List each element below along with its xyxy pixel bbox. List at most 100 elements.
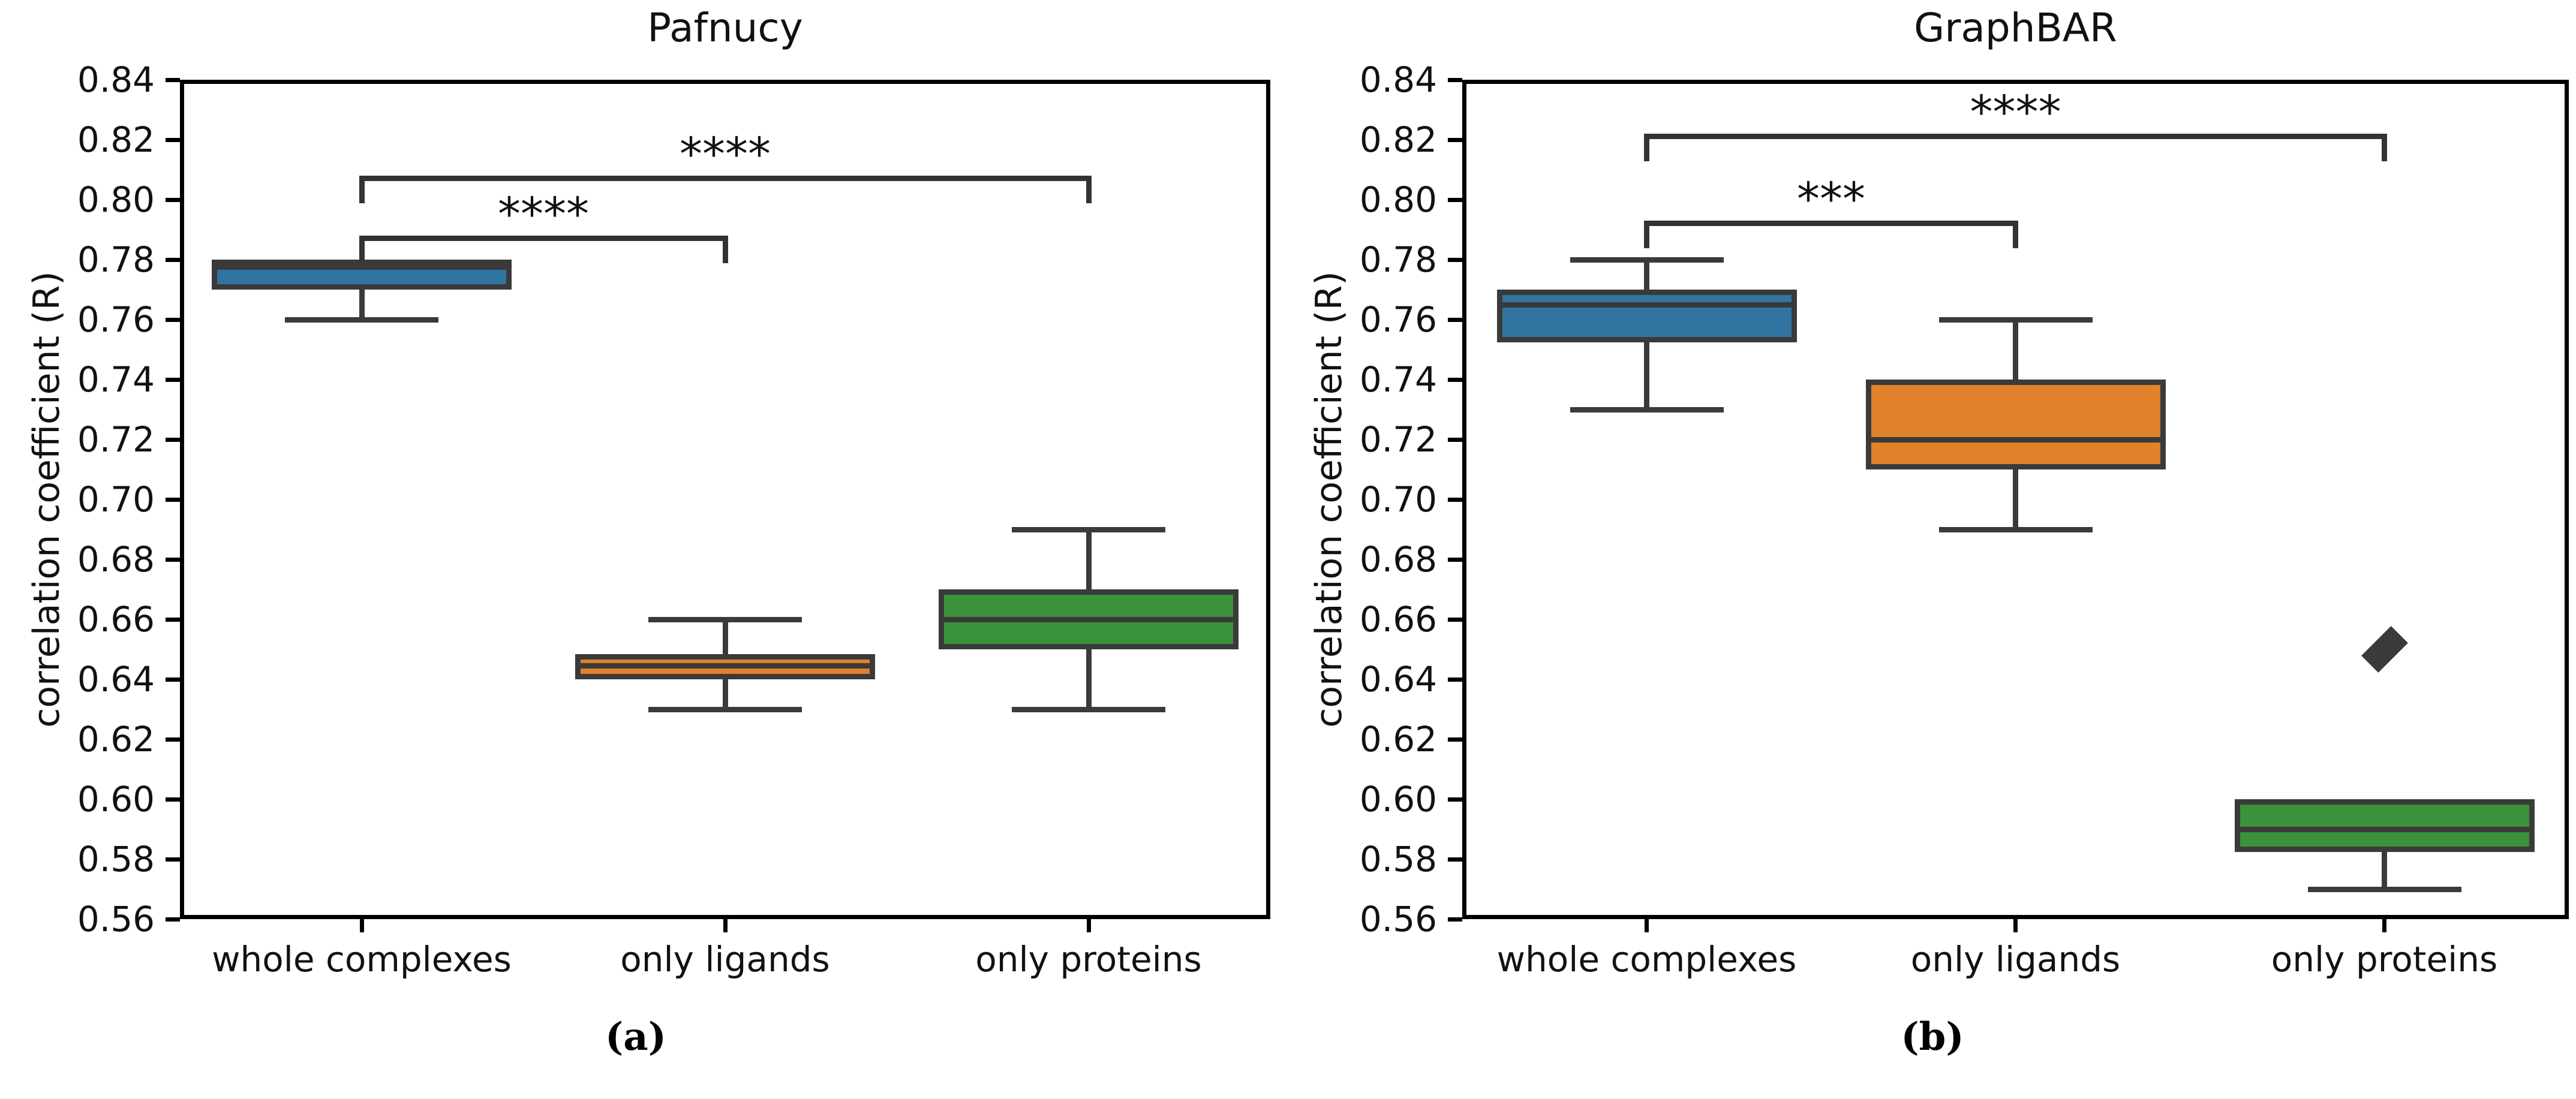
- y-tick-mark: [1448, 917, 1462, 922]
- significance-bracket-tick: [1086, 176, 1092, 203]
- significance-bracket-tick: [1644, 221, 1649, 248]
- x-tick-mark: [1645, 919, 1649, 932]
- median-line: [944, 616, 1233, 622]
- y-tick-label: 0.70: [77, 479, 155, 520]
- y-tick-mark: [166, 557, 180, 562]
- whisker-line-high: [722, 619, 728, 654]
- x-tick-mark: [723, 919, 728, 932]
- significance-bracket-tick: [1644, 134, 1649, 161]
- y-tick-label: 0.76: [77, 299, 155, 340]
- significance-label: ****: [1970, 85, 2061, 138]
- y-tick-mark: [166, 377, 180, 382]
- x-tick-label: only proteins: [975, 939, 1202, 980]
- whisker-line-low: [2013, 469, 2018, 529]
- whisker-line-low: [1644, 342, 1649, 410]
- significance-bracket-tick: [359, 176, 365, 203]
- y-tick-label: 0.68: [77, 539, 155, 580]
- significance-label: ****: [498, 187, 589, 240]
- y-tick-mark: [166, 737, 180, 742]
- y-tick-label: 0.82: [77, 119, 155, 160]
- whisker-line-high: [1086, 529, 1092, 589]
- whisker-line-low: [722, 679, 728, 709]
- y-tick-mark: [1448, 317, 1462, 322]
- whisker-cap-high: [1938, 317, 2093, 323]
- y-tick-mark: [166, 677, 180, 682]
- y-tick-mark: [1448, 857, 1462, 862]
- panel-caption: (a): [605, 1014, 667, 1059]
- y-tick-mark: [1448, 797, 1462, 802]
- whisker-cap-high: [648, 616, 802, 622]
- panel-caption: (b): [1901, 1014, 1964, 1059]
- y-tick-label: 0.66: [77, 599, 155, 640]
- x-tick-mark: [1086, 919, 1091, 932]
- box-whole-complexes: [1496, 290, 1797, 342]
- y-tick-label: 0.72: [1359, 419, 1437, 460]
- median-line: [1502, 302, 1792, 308]
- y-tick-mark: [1448, 137, 1462, 142]
- y-tick-mark: [166, 437, 180, 442]
- y-tick-mark: [166, 77, 180, 82]
- plot-title: Pafnucy: [647, 5, 803, 51]
- y-tick-label: 0.64: [77, 659, 155, 700]
- significance-bracket-tick: [359, 236, 365, 263]
- significance-bracket-tick: [722, 236, 728, 263]
- whisker-cap-low: [1012, 706, 1165, 712]
- y-tick-label: 0.82: [1359, 119, 1437, 160]
- significance-bracket-line: [359, 236, 728, 241]
- box-only-ligands: [1865, 380, 2166, 469]
- y-tick-label: 0.84: [77, 59, 155, 100]
- y-tick-label: 0.58: [1359, 839, 1437, 880]
- y-tick-label: 0.62: [1359, 719, 1437, 760]
- whisker-cap-low: [1938, 526, 2093, 532]
- y-tick-label: 0.68: [1359, 539, 1437, 580]
- y-tick-mark: [166, 137, 180, 142]
- y-tick-label: 0.60: [1359, 779, 1437, 820]
- significance-label: ***: [1797, 172, 1865, 225]
- y-tick-mark: [1448, 617, 1462, 622]
- x-tick-label: only ligands: [620, 939, 830, 980]
- y-tick-mark: [166, 317, 180, 322]
- y-tick-label: 0.56: [77, 899, 155, 940]
- y-tick-mark: [166, 617, 180, 622]
- y-tick-mark: [166, 197, 180, 202]
- y-tick-mark: [1448, 197, 1462, 202]
- x-tick-mark: [359, 919, 364, 932]
- median-line: [2240, 826, 2529, 832]
- y-tick-label: 0.76: [1359, 299, 1437, 340]
- y-tick-label: 0.60: [77, 779, 155, 820]
- y-tick-label: 0.74: [77, 359, 155, 400]
- y-tick-label: 0.84: [1359, 59, 1437, 100]
- y-tick-label: 0.72: [77, 419, 155, 460]
- whisker-cap-low: [1570, 407, 1724, 412]
- significance-bracket-line: [359, 176, 1092, 181]
- y-tick-label: 0.62: [77, 719, 155, 760]
- y-tick-mark: [166, 497, 180, 502]
- y-tick-mark: [1448, 557, 1462, 562]
- significance-label: ****: [680, 127, 771, 180]
- y-tick-mark: [1448, 77, 1462, 82]
- x-tick-label: only ligands: [1910, 939, 2121, 980]
- whisker-line-low: [359, 290, 365, 320]
- box-only-proteins: [2234, 799, 2535, 852]
- plot-title: GraphBAR: [1914, 5, 2117, 51]
- x-tick-label: whole complexes: [1496, 939, 1797, 980]
- x-tick-label: only proteins: [2271, 939, 2498, 980]
- y-tick-mark: [166, 857, 180, 862]
- whisker-cap-low: [285, 317, 438, 323]
- y-tick-mark: [166, 797, 180, 802]
- x-tick-mark: [2013, 919, 2018, 932]
- median-line: [217, 264, 506, 270]
- y-tick-label: 0.64: [1359, 659, 1437, 700]
- y-tick-label: 0.78: [77, 239, 155, 280]
- y-tick-mark: [1448, 377, 1462, 382]
- median-line: [581, 663, 870, 669]
- y-tick-mark: [1448, 497, 1462, 502]
- significance-bracket-tick: [2013, 221, 2018, 248]
- whisker-line-high: [2013, 320, 2018, 380]
- whisker-cap-high: [1012, 526, 1165, 532]
- y-tick-mark: [1448, 737, 1462, 742]
- whisker-line-low: [1086, 649, 1092, 709]
- whisker-cap-low: [648, 706, 802, 712]
- median-line: [1871, 436, 2160, 442]
- y-tick-mark: [1448, 677, 1462, 682]
